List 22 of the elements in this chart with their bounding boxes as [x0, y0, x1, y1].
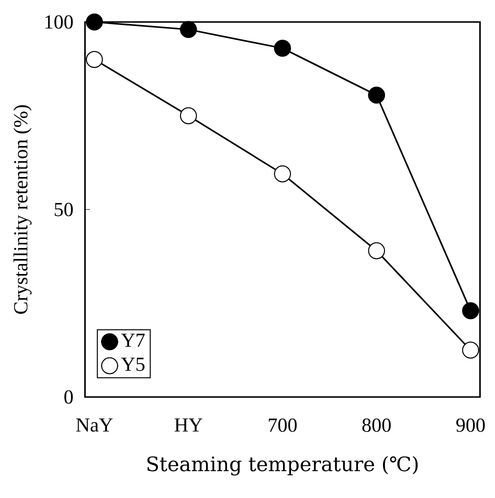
x-axis-title: Steaming temperature (℃) [147, 456, 418, 476]
point [180, 20, 197, 38]
point [462, 342, 480, 359]
y-tick-label: 100 [45, 15, 73, 29]
y-tick-label: 0 [64, 390, 73, 404]
x-tick-label: HY [174, 418, 202, 432]
x-tick-label: 800 [362, 418, 391, 432]
y-axis-title: Crystallinity retention (%) [13, 105, 32, 314]
point [86, 13, 103, 30]
y-tick-label: 50 [54, 202, 73, 216]
point [462, 302, 480, 320]
x-tick-label: 900 [456, 418, 485, 432]
point [180, 107, 197, 124]
point [368, 86, 386, 104]
legend-label: Y7 [121, 334, 145, 347]
x-tick-label: NaY [76, 418, 113, 432]
point [368, 242, 386, 260]
legend-label: Y5 [121, 358, 145, 371]
point [274, 40, 292, 57]
x-tick-label: 700 [268, 418, 297, 432]
point [274, 165, 292, 182]
point [86, 50, 103, 68]
